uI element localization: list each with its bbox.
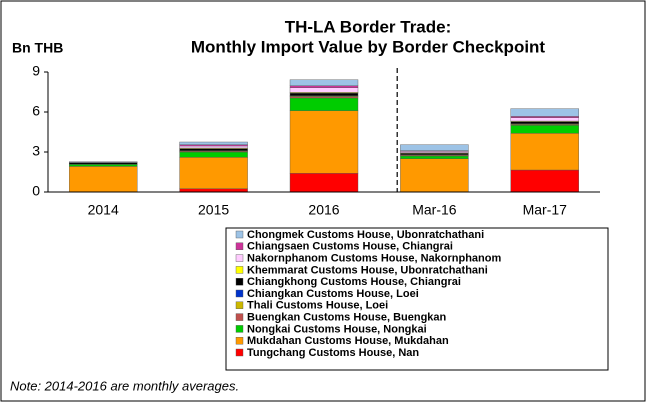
legend-label: Mukdahan Customs House, Mukdahan bbox=[247, 335, 449, 347]
legend-swatch bbox=[235, 242, 244, 251]
bar-segment bbox=[400, 158, 469, 192]
y-tick-label: 3 bbox=[32, 143, 40, 159]
bar-segment bbox=[179, 144, 248, 147]
chart-title: TH-LA Border Trade: bbox=[285, 17, 452, 36]
bar-segment bbox=[510, 117, 579, 122]
bar-segment bbox=[289, 87, 359, 93]
x-tick-label: Mar-16 bbox=[412, 202, 457, 218]
note: Note: 2014-2016 are monthly averages. bbox=[10, 378, 239, 393]
bar-segment bbox=[510, 121, 579, 124]
bar-segment bbox=[510, 169, 579, 193]
bar-segment bbox=[68, 164, 138, 167]
x-tick-label: 2016 bbox=[308, 202, 339, 218]
bar-segment bbox=[510, 133, 579, 171]
x-tick-label: 2015 bbox=[198, 202, 229, 218]
bar-segment bbox=[179, 141, 248, 145]
legend-box bbox=[225, 227, 609, 371]
y-tick-label: 0 bbox=[32, 183, 40, 199]
legend-swatch bbox=[235, 301, 244, 309]
bar-segment bbox=[179, 145, 248, 149]
legend-label: Chiangkhong Customs House, Chiangrai bbox=[247, 276, 461, 288]
legend-swatch bbox=[235, 278, 244, 286]
x-tick-label: 2014 bbox=[88, 202, 119, 218]
legend-label: Thali Customs House, Loei bbox=[247, 300, 388, 312]
bar-segment bbox=[289, 173, 359, 193]
bar-segment bbox=[400, 144, 469, 151]
bar-segment bbox=[68, 166, 138, 192]
bar-segment bbox=[68, 161, 138, 163]
bar-segment bbox=[510, 125, 579, 134]
bar-segment bbox=[289, 110, 359, 174]
legend-swatch bbox=[235, 348, 244, 357]
legend-label: Tungchang Customs House, Nan bbox=[247, 347, 419, 359]
legend-swatch bbox=[235, 266, 244, 274]
bar-segment bbox=[179, 151, 248, 158]
bar-segment bbox=[179, 157, 248, 189]
legend-label: Buengkan Customs House, Buengkan bbox=[247, 312, 447, 324]
legend-label: Khemmarat Customs House, Ubonratchathani bbox=[247, 264, 488, 276]
bar-segment bbox=[68, 162, 138, 165]
y-tick-label: 6 bbox=[32, 103, 40, 119]
y-axis-label: Bn THB bbox=[12, 40, 63, 56]
bar-segment bbox=[289, 79, 359, 86]
legend-label: Nongkai Customs House, Nongkai bbox=[247, 323, 427, 335]
bar-segment bbox=[289, 97, 359, 111]
legend-label: Chiangsaen Customs House, Chiangrai bbox=[247, 241, 453, 253]
legend-swatch bbox=[235, 325, 244, 333]
x-tick-label: Mar-17 bbox=[523, 202, 568, 218]
legend-swatch bbox=[235, 230, 244, 239]
legend-swatch bbox=[235, 254, 244, 262]
legend-swatch bbox=[235, 289, 244, 298]
legend-label: Chongmek Customs House, Ubonratchathani bbox=[247, 229, 484, 241]
bar-segment bbox=[510, 108, 579, 117]
bar-segment bbox=[289, 92, 359, 96]
chart-title: Monthly Import Value by Border Checkpoin… bbox=[191, 37, 546, 56]
legend-label: Chiangkan Customs House, Loei bbox=[247, 288, 419, 300]
bar-segment bbox=[179, 148, 248, 151]
y-tick-label: 9 bbox=[32, 63, 40, 79]
legend-swatch bbox=[235, 337, 244, 345]
legend-swatch bbox=[235, 313, 244, 321]
legend-label: Nakornphanom Customs House, Nakornphanom bbox=[247, 253, 501, 265]
bar-segment bbox=[400, 155, 469, 159]
bar-segment bbox=[289, 85, 359, 88]
